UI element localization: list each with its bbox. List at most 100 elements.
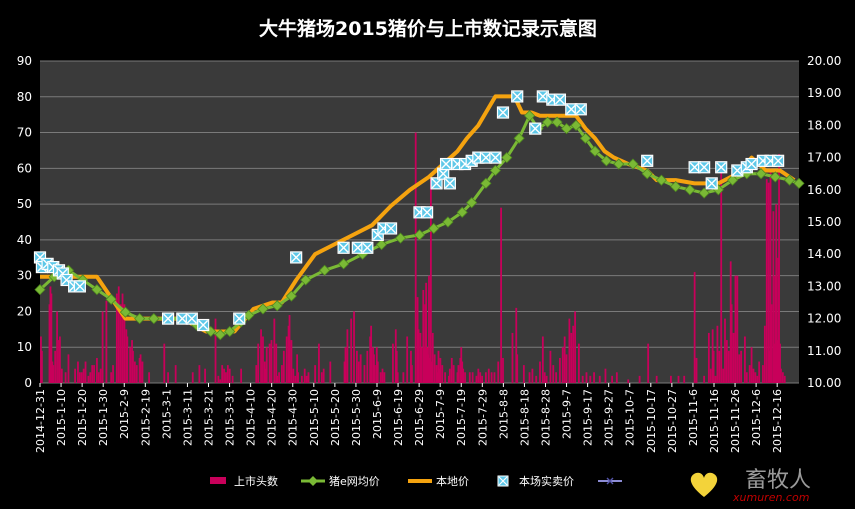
bar-上市头数: [563, 336, 566, 383]
bar-上市头数: [457, 365, 460, 383]
bar-上市头数: [714, 375, 717, 383]
bar-上市头数: [778, 154, 780, 383]
watermark-text: 畜牧人: [745, 468, 811, 493]
x-tick-label: 2015-7-19: [455, 389, 468, 446]
bar-上市头数: [265, 347, 268, 383]
bar-上市头数: [770, 304, 773, 383]
bar-上市头数: [500, 207, 502, 383]
bar-上市头数: [288, 315, 291, 383]
point-本场实卖价-cross: [773, 155, 784, 166]
x-tick-label: 2015-9-7: [561, 389, 574, 439]
bar-上市头数: [758, 361, 761, 383]
bar-上市头数: [273, 318, 276, 383]
bar-上市头数: [423, 347, 426, 383]
bar-上市头数: [561, 347, 564, 383]
bar-上市头数: [366, 350, 369, 383]
point-本场实卖价-cross: [291, 252, 302, 263]
bar-上市头数: [585, 372, 588, 383]
bar-上市头数: [461, 361, 464, 383]
point-本场实卖价-cross: [163, 313, 174, 324]
bar-上市头数: [577, 343, 580, 383]
bar-上市头数: [51, 361, 54, 383]
bar-上市头数: [481, 375, 484, 383]
point-猪e网均价: [214, 329, 226, 341]
watermark: 畜牧人 xumuren.com: [690, 468, 811, 504]
bar-上市头数: [74, 368, 77, 383]
legend-label: 上市头数: [234, 474, 278, 488]
bar-上市头数: [549, 350, 552, 383]
bar-上市头数: [346, 329, 349, 383]
bar-上市头数: [294, 375, 297, 383]
point-猪e网均价: [257, 303, 269, 315]
bar-上市头数: [314, 365, 317, 383]
bar-上市头数: [381, 368, 384, 383]
bar-上市头数: [769, 168, 772, 383]
bar-上市头数: [131, 340, 133, 383]
bar-上市头数: [435, 365, 438, 383]
bar-上市头数: [282, 350, 285, 383]
bar-上市头数: [427, 354, 429, 383]
point-猪e网均价: [224, 325, 236, 338]
y-right-tick-label: 12.00: [807, 312, 841, 326]
point-猪e网均价: [670, 181, 682, 193]
bar-上市头数: [139, 354, 142, 383]
bar-上市头数: [756, 375, 759, 383]
point-本场实卖价-cross: [699, 162, 710, 173]
bar-上市头数: [359, 354, 362, 383]
bar-上市头数: [695, 357, 698, 383]
bar-上市头数: [56, 311, 58, 383]
point-猪e网均价: [627, 158, 639, 170]
point-本场实卖价-cross: [490, 152, 501, 163]
bar-上市头数: [240, 368, 243, 383]
bar-上市头数: [754, 372, 757, 383]
bar-上市头数: [773, 343, 776, 383]
x-tick-label: 2015-9-17: [582, 389, 595, 446]
point-猪e网均价: [551, 116, 563, 128]
bar-上市头数: [40, 336, 42, 383]
bar-上市头数: [736, 275, 739, 383]
bar-上市头数: [559, 357, 561, 383]
bar-上市头数: [493, 372, 496, 383]
bar-上市头数: [374, 365, 376, 383]
point-本场实卖价-cross: [732, 165, 743, 176]
bar-上市头数: [772, 211, 775, 383]
bar-上市头数: [125, 329, 128, 383]
line-猪e网均价: [38, 114, 800, 337]
bar-上市头数: [722, 368, 724, 383]
bar-上市头数: [167, 372, 169, 383]
bar-上市头数: [767, 182, 770, 383]
bar-上市头数: [779, 343, 781, 383]
bar-上市头数: [775, 204, 778, 383]
bar-上市头数: [379, 372, 382, 383]
bar-上市头数: [204, 368, 206, 383]
bar-上市头数: [383, 372, 386, 383]
x-tick-label: 2015-3-1: [160, 389, 173, 439]
bar-上市头数: [54, 350, 57, 383]
x-tick-label: 2015-1-10: [55, 389, 68, 446]
point-猪e网均价: [769, 171, 781, 183]
bar-上市头数: [329, 361, 332, 383]
bar-上市头数: [543, 372, 546, 383]
bar-上市头数: [217, 375, 220, 383]
bar-上市头数: [307, 372, 310, 383]
bar-上市头数: [50, 293, 53, 383]
point-猪e网均价: [300, 274, 312, 286]
bar-上市头数: [318, 343, 320, 383]
point-本场实卖价-cross: [198, 320, 209, 331]
bar-上市头数: [414, 132, 417, 383]
point-猪e网均价: [428, 222, 440, 235]
bar-上市头数: [370, 325, 373, 383]
x-tick-label: 2015-8-18: [518, 389, 531, 446]
bar-上市头数: [452, 365, 455, 383]
bar-上市头数: [343, 361, 346, 383]
bar-上市头数: [552, 365, 555, 383]
y-left-tick-label: 30: [17, 269, 32, 283]
bar-上市头数: [431, 332, 434, 383]
bar-上市头数: [105, 300, 108, 383]
bar-上市头数: [119, 304, 122, 383]
bar-上市头数: [683, 375, 686, 383]
bar-上市头数: [392, 343, 394, 383]
bar-上市头数: [693, 272, 696, 383]
point-猪e网均价: [243, 309, 255, 321]
legend-swatch-cross: [498, 476, 508, 486]
